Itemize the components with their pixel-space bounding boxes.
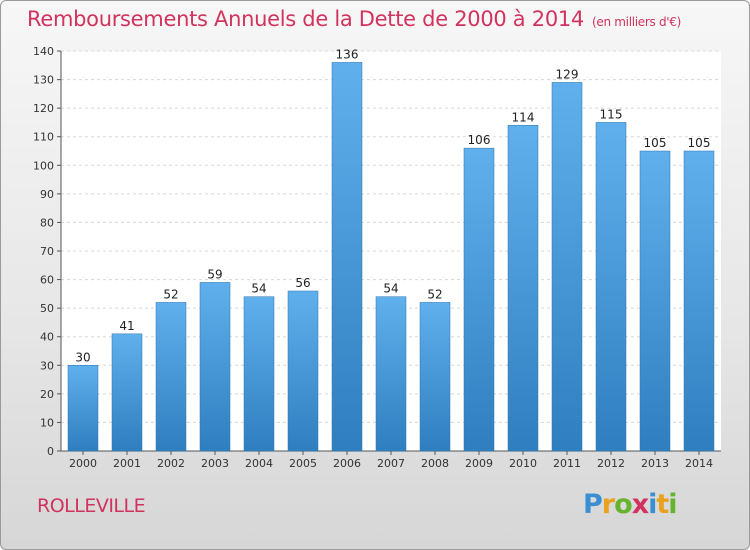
x-tick-label: 2004 xyxy=(245,457,273,470)
bar-value-label: 52 xyxy=(163,287,178,301)
x-tick-label: 2010 xyxy=(509,457,537,470)
bar xyxy=(243,296,275,452)
bar xyxy=(375,296,407,452)
bar-value-label: 105 xyxy=(688,136,711,150)
x-tick-label: 2011 xyxy=(553,457,581,470)
y-tick-label: 30 xyxy=(40,359,54,372)
bar xyxy=(111,333,143,452)
y-tick-label: 90 xyxy=(40,188,54,201)
x-tick-label: 2012 xyxy=(597,457,625,470)
x-tick-label: 2000 xyxy=(69,457,97,470)
bar xyxy=(155,302,187,452)
bar-value-label: 59 xyxy=(207,267,222,281)
commune-name: ROLLEVILLE xyxy=(37,495,146,517)
x-tick-label: 2001 xyxy=(113,457,141,470)
x-tick-label: 2007 xyxy=(377,457,405,470)
bar-value-label: 115 xyxy=(600,107,623,121)
y-tick-label: 100 xyxy=(33,159,54,172)
bar-value-label: 136 xyxy=(336,47,359,61)
bar-value-label: 106 xyxy=(468,133,491,147)
bar-value-label: 52 xyxy=(427,287,442,301)
y-tick-label: 110 xyxy=(33,131,54,144)
bar-value-label: 41 xyxy=(119,319,134,333)
x-tick-label: 2013 xyxy=(641,457,669,470)
chart-subtitle: (en milliers d'€) xyxy=(592,15,682,29)
y-tick-label: 130 xyxy=(33,74,54,87)
bar xyxy=(507,125,539,452)
bar xyxy=(419,302,451,452)
y-tick-label: 20 xyxy=(40,388,54,401)
x-tick-label: 2006 xyxy=(333,457,361,470)
y-tick-label: 140 xyxy=(33,45,54,58)
x-tick-label: 2003 xyxy=(201,457,229,470)
bar xyxy=(67,365,99,452)
y-tick-label: 80 xyxy=(40,216,54,229)
bar xyxy=(331,62,363,452)
x-tick-label: 2009 xyxy=(465,457,493,470)
bar-value-label: 30 xyxy=(75,350,90,364)
y-tick-label: 60 xyxy=(40,274,54,287)
bar xyxy=(683,150,715,452)
bar xyxy=(199,282,231,452)
y-tick-label: 40 xyxy=(40,331,54,344)
proxiti-logo: Proxiti xyxy=(583,489,678,520)
bar xyxy=(287,290,319,452)
bar-value-label: 114 xyxy=(512,110,535,124)
bar xyxy=(639,150,671,452)
chart-title-text: Remboursements Annuels de la Dette de 20… xyxy=(27,7,584,31)
bar-value-label: 56 xyxy=(295,276,310,290)
x-tick-label: 2008 xyxy=(421,457,449,470)
chart-title: Remboursements Annuels de la Dette de 20… xyxy=(27,7,681,31)
x-tick-label: 2002 xyxy=(157,457,185,470)
bar xyxy=(595,122,627,452)
bar-value-label: 54 xyxy=(383,282,398,296)
bar xyxy=(463,147,495,452)
bar-value-label: 54 xyxy=(251,282,266,296)
y-tick-label: 120 xyxy=(33,102,54,115)
y-tick-label: 70 xyxy=(40,245,54,258)
bar-value-label: 129 xyxy=(556,67,579,81)
y-tick-label: 0 xyxy=(47,445,54,458)
bar-value-label: 105 xyxy=(644,136,667,150)
y-tick-label: 10 xyxy=(40,416,54,429)
y-tick-label: 50 xyxy=(40,302,54,315)
x-tick-label: 2005 xyxy=(289,457,317,470)
bar xyxy=(551,82,583,452)
x-tick-label: 2014 xyxy=(685,457,713,470)
